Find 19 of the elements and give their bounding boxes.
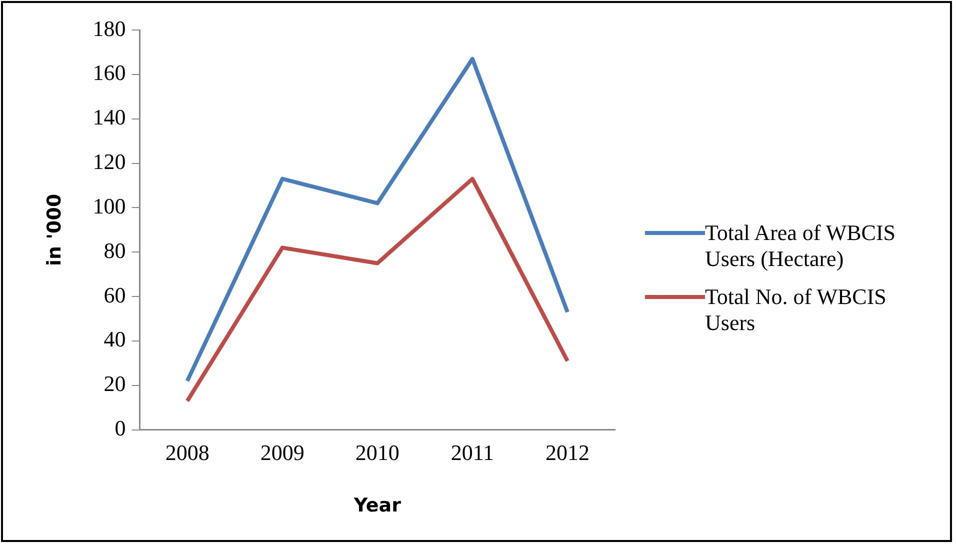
y-tick-label: 160 — [92, 60, 126, 86]
x-tick-label: 2011 — [450, 440, 494, 465]
y-axis-title: in '000 — [43, 194, 66, 266]
legend-label: Total Area of WBCIS Users (Hectare) — [705, 220, 897, 272]
x-axis-title: Year — [352, 494, 402, 517]
y-tick-label: 140 — [92, 104, 126, 130]
y-tick-label: 60 — [104, 282, 126, 308]
legend-label: Total No. of WBCIS Users — [705, 284, 888, 336]
x-tick-label: 2010 — [355, 440, 400, 465]
y-tick-label: 40 — [104, 326, 126, 352]
y-tick-label: 80 — [104, 238, 126, 263]
x-tick-label: 2012 — [545, 440, 590, 465]
y-tick-label: 20 — [104, 371, 126, 396]
y-tick-label: 120 — [92, 149, 126, 174]
x-tick-label: 2008 — [165, 440, 210, 465]
y-tick-label: 0 — [114, 416, 126, 441]
x-tick-label: 2009 — [260, 440, 304, 465]
y-tick-label: 100 — [92, 193, 126, 218]
y-tick-label: 180 — [92, 16, 126, 41]
